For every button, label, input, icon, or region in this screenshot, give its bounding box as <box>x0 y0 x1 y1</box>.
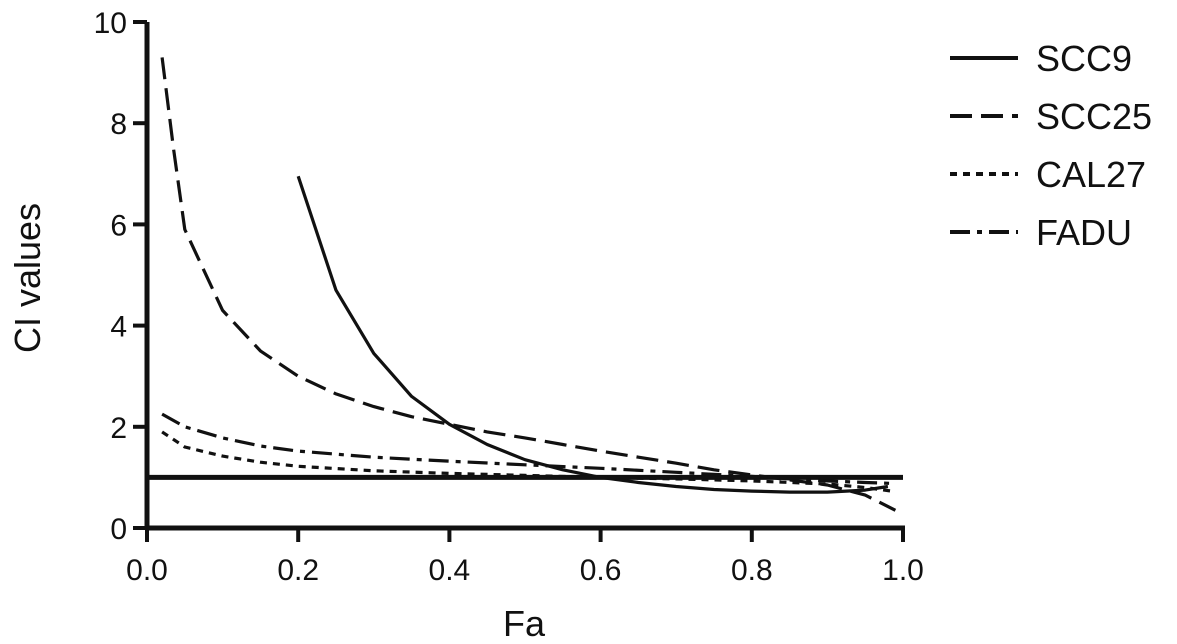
series-line-scc9 <box>296 175 889 494</box>
x-tick-label: 0.4 <box>429 554 471 587</box>
y-axis-title: CI values <box>7 203 48 353</box>
series-line-cal27 <box>161 430 896 494</box>
series-line-fadu <box>161 412 896 486</box>
y-tick-label: 2 <box>110 412 127 445</box>
y-tick-label: 10 <box>94 7 127 40</box>
x-tick-label: 0.0 <box>126 554 168 587</box>
x-tick-label: 0.8 <box>731 554 773 587</box>
y-tick-label: 0 <box>110 513 127 546</box>
x-tick-label: 0.6 <box>580 554 622 587</box>
axes: 0 2 4 6 8 10 0.0 0.2 0.4 0.6 0.8 1.0 <box>94 7 924 587</box>
series-lines <box>160 57 897 512</box>
x-tick-label: 1.0 <box>882 554 924 587</box>
x-tick-label: 0.2 <box>277 554 319 587</box>
x-axis-title: Fa <box>503 603 546 644</box>
legend: SCC9 SCC25 CAL27 FADU <box>950 38 1152 253</box>
y-tick-label: 6 <box>110 209 127 242</box>
y-tick-label: 8 <box>110 108 127 141</box>
legend-label-cal27: CAL27 <box>1036 154 1146 195</box>
legend-label-scc9: SCC9 <box>1036 38 1132 79</box>
legend-label-fadu: FADU <box>1036 212 1132 253</box>
legend-label-scc25: SCC25 <box>1036 96 1152 137</box>
series-line-scc25 <box>160 57 897 512</box>
y-tick-label: 4 <box>110 311 127 344</box>
